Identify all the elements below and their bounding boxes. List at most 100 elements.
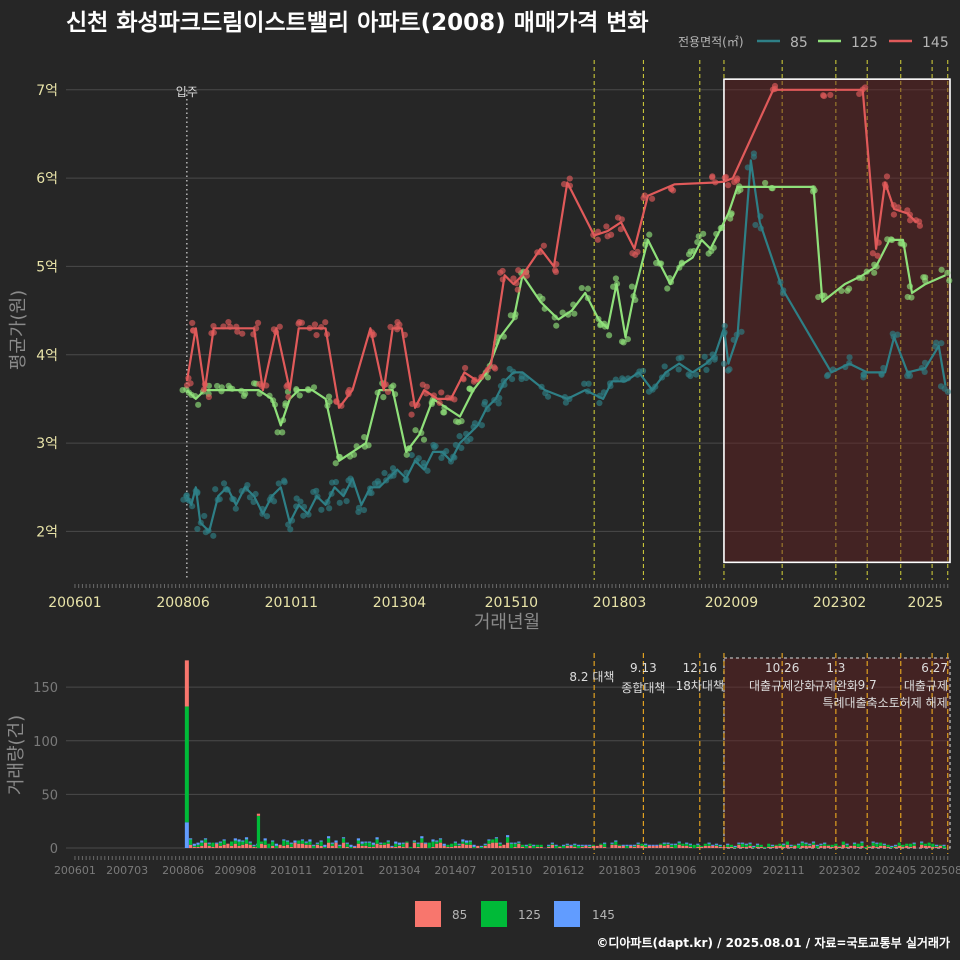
price-point [296, 392, 303, 399]
price-point [189, 319, 196, 327]
volume-bar [218, 841, 223, 843]
volume-bar [811, 841, 816, 843]
volume-bar [580, 846, 584, 848]
volume-bar [188, 844, 193, 848]
volume-bar [796, 844, 801, 848]
volume-bar [845, 843, 849, 845]
price-point [518, 375, 525, 383]
volume-bar [681, 845, 685, 848]
volume-bar [192, 843, 196, 846]
volume-bar [233, 838, 237, 841]
volume-bar [714, 845, 719, 848]
volume-bar [688, 843, 692, 845]
volume-bar [405, 842, 409, 848]
volume-bar [651, 845, 655, 848]
volume-bar [755, 846, 760, 848]
price-point [431, 444, 438, 451]
volume-bar [382, 842, 387, 845]
price-point [824, 371, 832, 378]
volume-bar [789, 846, 793, 848]
volume-bar [647, 844, 651, 846]
price-point [738, 328, 745, 335]
volume-bar [386, 843, 390, 848]
volume-bar [614, 841, 618, 845]
price-point [722, 173, 729, 181]
volume-bar [849, 845, 853, 848]
volume-bar [841, 841, 845, 845]
volume-bar [755, 843, 760, 845]
volume-bar [804, 845, 808, 848]
volume-x-tick-label: 201510 [490, 864, 532, 877]
volume-x-tick-label: 202111 [763, 864, 805, 877]
volume-bar [811, 842, 816, 845]
price-point [254, 319, 262, 326]
volume-bar [714, 844, 719, 846]
volume-bar [770, 846, 775, 848]
volume-bar [621, 845, 625, 848]
volume-bar [826, 844, 831, 846]
volume-bar [785, 841, 789, 845]
volume-bar [535, 846, 540, 848]
volume-x-tick-label: 201011 [270, 864, 312, 877]
volume-bar [688, 844, 692, 847]
volume-bar [326, 838, 331, 843]
volume-bar [334, 840, 338, 843]
volume-bar [442, 843, 446, 846]
price-point [725, 182, 732, 189]
volume-bar [707, 843, 711, 846]
volume-bar [737, 842, 741, 844]
price-line-85 [185, 159, 947, 533]
volume-bar [547, 844, 551, 846]
price-point [938, 266, 945, 273]
price-point [559, 309, 566, 316]
bottom-legend: 85 125 145 [415, 901, 615, 927]
volume-bar [319, 840, 323, 842]
price-point [894, 331, 901, 338]
volume-bar [319, 841, 323, 846]
price-x-tick-label: 202009 [705, 595, 758, 611]
volume-bar [304, 841, 308, 843]
bottom-legend-swatch-145 [554, 901, 580, 927]
volume-bar [647, 845, 651, 848]
volume-bar [823, 843, 827, 846]
price-point [408, 452, 415, 459]
volume-bar [569, 845, 573, 848]
volume-bar [614, 844, 618, 848]
volume-bar [864, 846, 868, 848]
volume-bar [819, 845, 823, 848]
volume-bar [312, 845, 316, 848]
volume-bar [509, 842, 513, 844]
volume-bar [808, 843, 812, 845]
volume-bar [479, 845, 484, 847]
volume-bar [423, 842, 428, 844]
volume-bar [539, 846, 543, 848]
volume-bar [644, 844, 648, 847]
volume-bar [375, 843, 379, 848]
volume-bar [330, 843, 334, 846]
volume-bar [539, 844, 543, 847]
price-point [279, 429, 286, 436]
volume-bar [423, 843, 428, 848]
volume-bar [420, 842, 424, 848]
volume-bar [502, 844, 506, 848]
volume-bar [349, 846, 353, 848]
volume-bar [237, 841, 241, 846]
volume-bar [856, 843, 860, 847]
price-point [451, 396, 458, 403]
volume-bar [755, 844, 760, 847]
price-point [628, 283, 636, 290]
volume-bar [308, 844, 312, 848]
volume-bar [860, 841, 864, 843]
volume-bar [446, 844, 450, 847]
price-point [641, 192, 648, 199]
price-point [332, 460, 339, 467]
volume-bar [289, 842, 293, 844]
volume-bar [241, 840, 245, 842]
price-point [669, 187, 677, 194]
volume-bar [920, 841, 924, 843]
volume-bar [203, 839, 208, 843]
volume-bar [640, 843, 644, 846]
volume-bar [379, 844, 383, 848]
price-point [274, 429, 281, 436]
volume-bar [547, 846, 551, 848]
